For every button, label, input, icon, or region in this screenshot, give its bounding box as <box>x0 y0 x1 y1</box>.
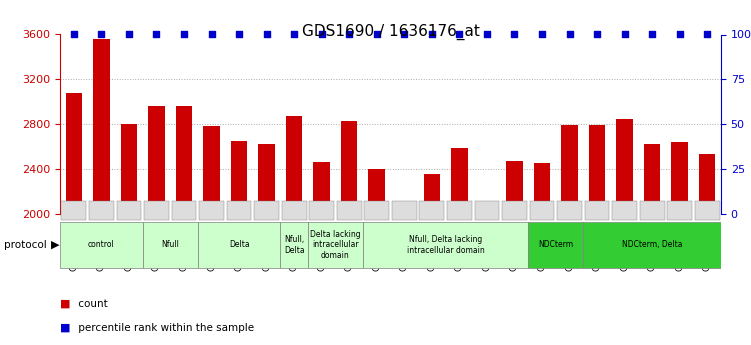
FancyBboxPatch shape <box>363 222 528 268</box>
Bar <box>424 174 440 345</box>
Text: Nfull,
Delta: Nfull, Delta <box>284 235 304 255</box>
Bar <box>341 121 357 345</box>
FancyBboxPatch shape <box>308 222 363 268</box>
Point <box>398 32 410 37</box>
Bar <box>561 125 578 345</box>
FancyBboxPatch shape <box>198 222 280 268</box>
Bar <box>699 155 716 345</box>
Text: NDCterm, Delta: NDCterm, Delta <box>622 240 683 249</box>
Point <box>646 32 658 37</box>
FancyBboxPatch shape <box>612 200 637 220</box>
Point <box>619 32 631 37</box>
Point <box>206 32 218 37</box>
Bar <box>589 125 605 345</box>
Text: ■: ■ <box>60 299 71 308</box>
FancyBboxPatch shape <box>364 200 389 220</box>
Bar <box>617 119 633 345</box>
Point <box>178 32 190 37</box>
Point <box>481 32 493 37</box>
FancyBboxPatch shape <box>447 200 472 220</box>
Point <box>563 32 575 37</box>
Point <box>95 32 107 37</box>
FancyBboxPatch shape <box>502 200 526 220</box>
Point <box>591 32 603 37</box>
FancyBboxPatch shape <box>419 200 445 220</box>
Bar <box>478 205 495 345</box>
FancyBboxPatch shape <box>144 200 169 220</box>
Bar <box>313 162 330 345</box>
Bar <box>231 141 247 345</box>
FancyBboxPatch shape <box>529 200 554 220</box>
FancyBboxPatch shape <box>640 200 665 220</box>
Text: percentile rank within the sample: percentile rank within the sample <box>75 323 255 333</box>
Bar <box>93 39 110 345</box>
FancyBboxPatch shape <box>143 222 198 268</box>
Point <box>371 32 383 37</box>
Text: protocol: protocol <box>4 240 47 250</box>
Text: Delta lacking
intracellular
domain: Delta lacking intracellular domain <box>310 230 360 260</box>
Text: Nfull, Delta lacking
intracellular domain: Nfull, Delta lacking intracellular domai… <box>407 235 484 255</box>
FancyBboxPatch shape <box>60 222 143 268</box>
FancyBboxPatch shape <box>584 200 609 220</box>
Point <box>315 32 327 37</box>
Point <box>343 32 355 37</box>
Text: count: count <box>75 299 108 308</box>
FancyBboxPatch shape <box>282 200 306 220</box>
Text: NDCterm: NDCterm <box>538 240 573 249</box>
FancyBboxPatch shape <box>199 200 224 220</box>
Bar <box>65 93 82 345</box>
FancyBboxPatch shape <box>116 200 141 220</box>
FancyBboxPatch shape <box>695 200 719 220</box>
FancyBboxPatch shape <box>557 200 582 220</box>
Bar <box>148 106 164 345</box>
Point <box>123 32 135 37</box>
Point <box>288 32 300 37</box>
Bar <box>176 106 192 345</box>
FancyBboxPatch shape <box>227 200 252 220</box>
Bar <box>396 207 412 345</box>
Bar <box>644 145 660 345</box>
Point <box>150 32 162 37</box>
Text: ▶: ▶ <box>51 240 59 250</box>
Point <box>536 32 548 37</box>
Bar <box>121 124 137 345</box>
FancyBboxPatch shape <box>475 200 499 220</box>
FancyBboxPatch shape <box>584 222 721 268</box>
Bar <box>204 127 220 345</box>
Text: Delta: Delta <box>229 240 249 249</box>
FancyBboxPatch shape <box>171 200 197 220</box>
Point <box>426 32 438 37</box>
FancyBboxPatch shape <box>528 222 584 268</box>
Point <box>261 32 273 37</box>
Text: Nfull: Nfull <box>161 240 179 249</box>
Point <box>233 32 245 37</box>
FancyBboxPatch shape <box>336 200 362 220</box>
Text: GDS1690 / 1636176_at: GDS1690 / 1636176_at <box>302 24 479 40</box>
Point <box>674 32 686 37</box>
FancyBboxPatch shape <box>254 200 279 220</box>
Bar <box>671 142 688 345</box>
FancyBboxPatch shape <box>309 200 334 220</box>
Point <box>68 32 80 37</box>
Text: control: control <box>88 240 115 249</box>
Text: ■: ■ <box>60 323 71 333</box>
Point <box>701 32 713 37</box>
Bar <box>258 145 275 345</box>
FancyBboxPatch shape <box>280 222 308 268</box>
FancyBboxPatch shape <box>392 200 417 220</box>
FancyBboxPatch shape <box>62 200 86 220</box>
FancyBboxPatch shape <box>667 200 692 220</box>
Point <box>454 32 466 37</box>
Bar <box>506 161 523 345</box>
Bar <box>369 169 385 345</box>
Point <box>508 32 520 37</box>
Bar <box>451 148 468 345</box>
FancyBboxPatch shape <box>89 200 114 220</box>
Bar <box>534 164 550 345</box>
Bar <box>286 116 303 345</box>
